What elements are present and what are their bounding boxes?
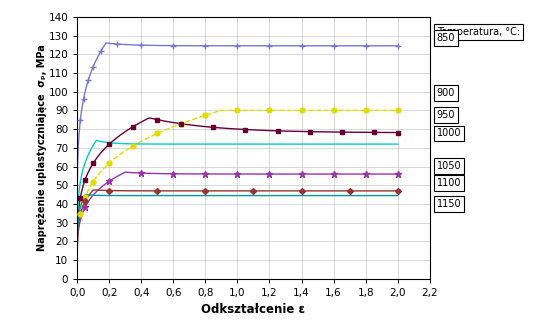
Y-axis label: Naprężenie uplastyczniające  σₚ, MPa: Naprężenie uplastyczniające σₚ, MPa [37, 44, 47, 251]
Text: Temperatura, °C:: Temperatura, °C: [437, 27, 520, 37]
Text: 1050: 1050 [437, 161, 461, 171]
Text: 900: 900 [437, 88, 455, 98]
Text: 1000: 1000 [437, 128, 461, 138]
Text: 950: 950 [437, 110, 455, 120]
Text: 850: 850 [437, 33, 455, 43]
Text: 1100: 1100 [437, 178, 461, 188]
X-axis label: Odkształcenie ε: Odkształcenie ε [202, 303, 305, 317]
Text: 1150: 1150 [437, 199, 461, 209]
